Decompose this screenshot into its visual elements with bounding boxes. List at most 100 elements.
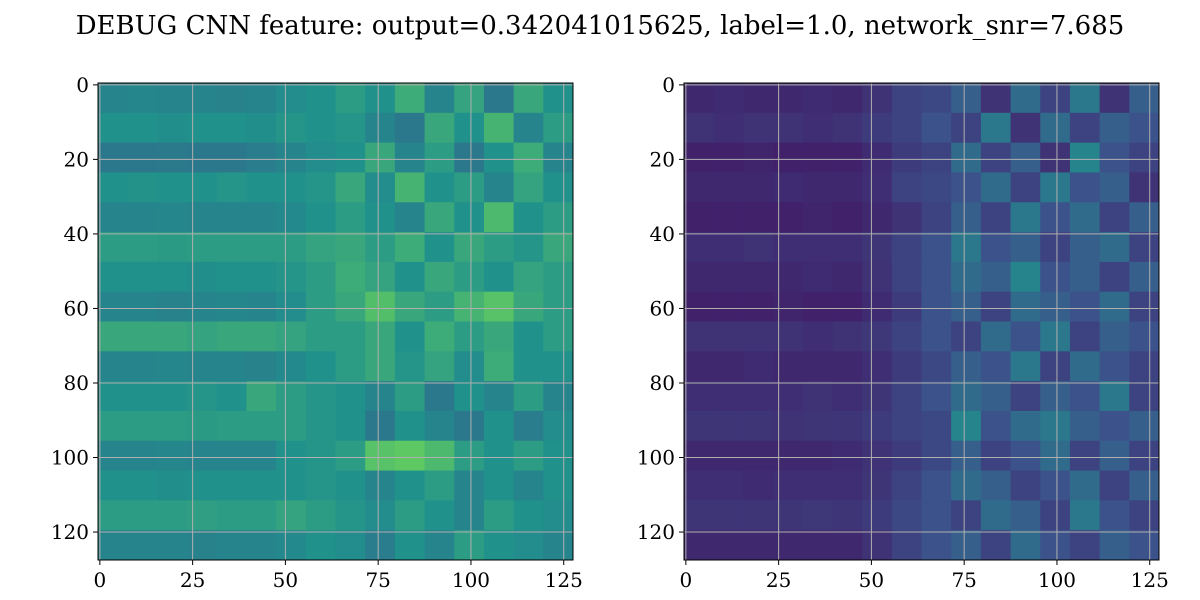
heatmap-cell [394,351,426,382]
heatmap-cell [483,202,515,233]
heatmap [684,83,1160,561]
heatmap-cell [127,112,158,144]
heatmap-cell [684,83,715,114]
heatmap-cell [684,232,715,263]
heatmap-cell [454,172,485,203]
heatmap-cell [513,261,544,293]
heatmap-cell [157,202,188,233]
heatmap-cell [157,112,188,144]
heatmap-cell [246,142,277,173]
heatmap-cell [157,261,188,293]
heatmap-cell [891,142,922,173]
heatmap-cell [891,261,922,293]
heatmap-cell [1040,291,1071,322]
heatmap-cell [127,321,158,352]
heatmap-cell [743,112,774,144]
heatmap-cell [483,142,515,173]
heatmap-cell [157,440,188,472]
heatmap-cell [1010,321,1041,352]
heatmap-cell [543,321,574,352]
heatmap-cell [713,172,744,203]
heatmap-cell [246,410,277,442]
heatmap-cell [127,202,158,233]
heatmap-cell [365,172,396,203]
heatmap-cell [862,500,893,531]
heatmap-cell [424,470,455,501]
heatmap-cell [394,291,426,322]
heatmap-cell [335,142,366,173]
heatmap-cell [773,440,804,472]
heatmap-cell [543,172,574,203]
heatmap-cell [424,172,455,203]
heatmap-cell [802,202,833,233]
heatmap-cell [1129,500,1160,531]
heatmap-cell [424,381,455,412]
heatmap-cell [891,202,922,233]
heatmap-cell [773,112,804,144]
y-tick-label: 120 [51,520,89,544]
heatmap-cell [394,381,426,412]
heatmap-cell [127,351,158,382]
heatmap-cell [246,530,277,561]
heatmap-cell [713,112,744,144]
heatmap-cell [454,261,485,293]
axes-frame [683,82,1160,561]
heatmap-cell [216,142,247,173]
heatmap-cell [713,83,744,114]
heatmap-cell [832,381,863,412]
heatmap-cell [246,202,277,233]
heatmap-cell [862,410,893,442]
heatmap-cell [1010,261,1041,293]
heatmap-cell [454,351,485,382]
heatmap-cell [921,232,952,263]
heatmap-cell [921,291,952,322]
heatmap [98,83,574,561]
heatmap-cell [187,321,218,352]
heatmap-cell [980,291,1012,322]
heatmap-cell [246,232,277,263]
heatmap-cell [980,351,1012,382]
heatmap-cell [713,202,744,233]
heatmap-cell [454,321,485,352]
heatmap-cell [187,232,218,263]
heatmap-cell [305,112,336,144]
heatmap-cell [891,112,922,144]
heatmap-cell [276,232,307,263]
heatmap-cell [1010,470,1041,501]
heatmap-cell [802,291,833,322]
heatmap-cell [187,172,218,203]
heatmap-cell [684,261,715,293]
heatmap-cell [1040,500,1071,531]
heatmap-cell [335,530,366,561]
heatmap-cell [98,142,129,173]
heatmap-cell [394,500,426,531]
heatmap-cell [1010,232,1041,263]
heatmap-cell [951,291,982,322]
heatmap-cell [1099,261,1130,293]
heatmap-cell [365,470,396,501]
heatmap-cell [483,470,515,501]
x-tick-label: 125 [1131,568,1169,592]
heatmap-cell [98,291,129,322]
heatmap-cell [951,500,982,531]
heatmap-cell [1010,410,1041,442]
heatmap-cell [743,470,774,501]
heatmap-cell [543,410,574,442]
heatmap-cell [127,83,158,114]
heatmap-cell [1099,142,1130,173]
heatmap-cell [157,291,188,322]
heatmap-cell [1069,261,1101,293]
heatmap-cell [216,321,247,352]
heatmap-cell [832,351,863,382]
heatmap-cell [187,351,218,382]
heatmap-cell [483,172,515,203]
heatmap-cell [98,261,129,293]
heatmap-cell [832,142,863,173]
heatmap-cell [921,381,952,412]
heatmap-cell [246,381,277,412]
heatmap-cell [98,381,129,412]
heatmap-cell [424,291,455,322]
heatmap-cell [980,410,1012,442]
heatmap-cell [513,500,544,531]
heatmap-cell [543,83,574,114]
